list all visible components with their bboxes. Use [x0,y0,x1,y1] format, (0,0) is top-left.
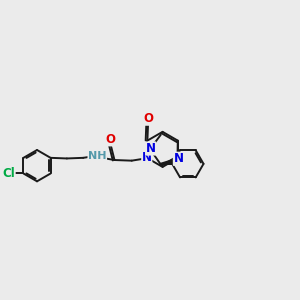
Text: N: N [146,142,156,155]
Text: O: O [106,133,116,146]
Text: Cl: Cl [2,167,15,180]
Text: O: O [143,112,153,125]
Text: N: N [142,151,152,164]
Text: N: N [173,152,183,165]
Text: NH: NH [88,151,106,160]
